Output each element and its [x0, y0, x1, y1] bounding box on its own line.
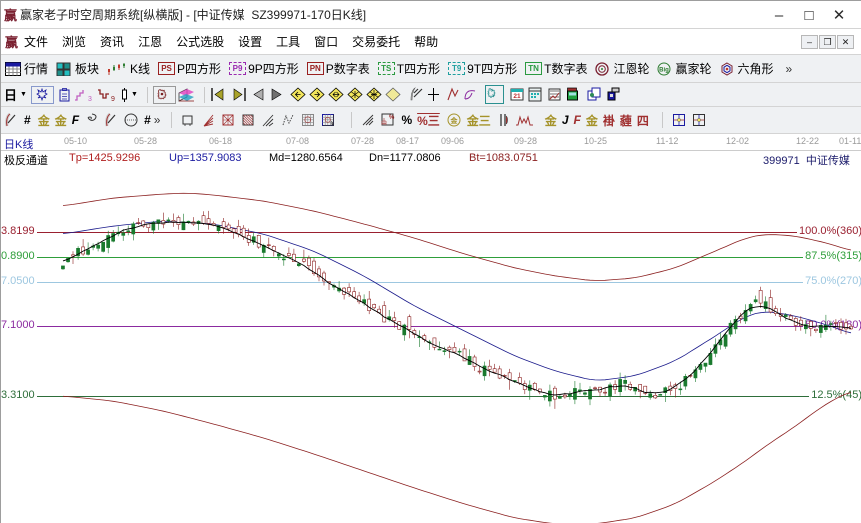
svg-text:Big: Big	[660, 67, 670, 73]
svg-text:3: 3	[88, 96, 92, 102]
svg-text:21: 21	[513, 93, 521, 100]
svg-text:金: 金	[449, 116, 458, 125]
svg-text:%: %	[389, 115, 395, 121]
svg-text:9: 9	[111, 96, 115, 102]
